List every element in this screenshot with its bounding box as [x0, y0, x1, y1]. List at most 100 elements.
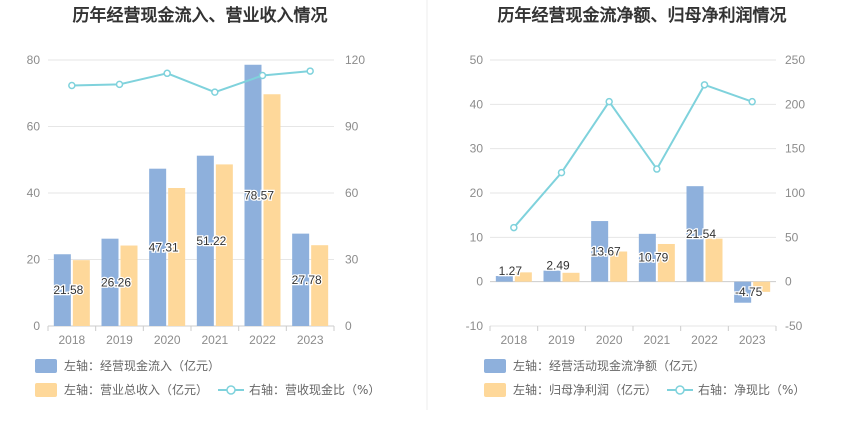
legend-swatch	[484, 383, 506, 397]
line-point	[306, 67, 314, 75]
bar-series-2	[562, 272, 580, 282]
right-axis-tick: 200	[785, 97, 805, 111]
bar-series-1	[101, 238, 119, 326]
line-point	[605, 97, 613, 106]
chart-title: 历年经营现金流净额、归母净利润情况	[498, 5, 787, 26]
data-label: 27.78	[292, 273, 322, 287]
data-label: 78.57	[244, 188, 274, 202]
bar-series-2	[120, 245, 138, 326]
data-label: 2.49	[546, 259, 570, 273]
right-axis-tick: 30	[345, 253, 359, 267]
line-point	[211, 88, 219, 96]
data-label: 13.67	[591, 244, 621, 258]
bar-series-2	[215, 164, 233, 326]
x-axis-tick: 2019	[106, 333, 133, 347]
left-axis-tick: 60	[27, 120, 41, 134]
line-point	[557, 168, 566, 177]
x-axis-tick: 2019	[548, 333, 575, 347]
right-axis-tick: 0	[345, 319, 352, 333]
bar-series-2	[263, 94, 281, 326]
data-label: 21.58	[53, 283, 83, 297]
line-series	[71, 70, 311, 94]
bar-series-1	[638, 233, 656, 282]
left-axis-tick: 80	[27, 53, 41, 67]
bar-series-2	[705, 238, 723, 282]
left-axis-tick: -10	[466, 319, 484, 333]
legend-label: 左轴：经营现金流入（亿元）	[64, 358, 220, 373]
chart-title: 历年经营现金流入、营业收入情况	[73, 5, 328, 26]
data-label: 26.26	[101, 275, 131, 289]
x-axis-tick: 2021	[643, 333, 670, 347]
x-axis-tick: 2023	[739, 333, 766, 347]
data-label: 47.31	[149, 240, 179, 254]
line-point	[700, 81, 709, 89]
data-label: -4.75	[735, 285, 763, 299]
bar-series-2	[168, 188, 186, 326]
right-axis-tick: 250	[785, 53, 805, 67]
bar-series-1	[292, 233, 310, 326]
data-label: 21.54	[686, 227, 716, 241]
line-point	[68, 81, 76, 90]
bar-series-1	[543, 270, 561, 282]
bar-series-2	[72, 260, 90, 326]
left-axis-tick: 20	[27, 253, 41, 267]
bar-series-1	[196, 155, 214, 326]
bar-series-1	[591, 221, 609, 282]
left-axis-tick: 0	[33, 319, 40, 333]
data-label: 51.22	[196, 234, 226, 248]
line-point	[748, 97, 756, 106]
bar-series-1	[149, 168, 167, 326]
legend-label: 右轴：营收现金比（%）	[249, 382, 380, 397]
line-point	[258, 71, 267, 80]
right-axis-tick: 100	[785, 186, 805, 200]
bar-series-1	[244, 64, 262, 326]
right-axis-tick: 60	[345, 186, 359, 200]
bar-series-1	[495, 276, 513, 282]
x-axis-tick: 2021	[201, 333, 228, 347]
left-axis-tick: 10	[470, 230, 484, 244]
legend-swatch	[35, 359, 57, 373]
x-axis-tick: 2020	[154, 333, 181, 347]
right-axis-tick: -50	[785, 319, 803, 333]
legend-label: 左轴：经营活动现金流净额（亿元）	[513, 358, 705, 373]
left-axis-tick: 50	[470, 53, 484, 67]
line-point	[115, 80, 124, 89]
bar-series-1	[686, 186, 704, 282]
data-label: 1.27	[499, 264, 523, 278]
right-axis-tick: 120	[345, 53, 365, 67]
bar-series-2	[753, 281, 771, 292]
line-series	[513, 83, 753, 229]
x-axis-tick: 2022	[249, 333, 276, 347]
bar-series-1	[53, 254, 71, 326]
x-axis-tick: 2018	[58, 333, 85, 347]
bar-series-1	[734, 281, 752, 303]
x-axis-tick: 2023	[297, 333, 324, 347]
bar-series-2	[610, 251, 628, 282]
line-point	[653, 165, 661, 173]
right-axis-tick: 90	[345, 120, 359, 134]
x-axis-tick: 2018	[500, 333, 527, 347]
x-axis-tick: 2022	[691, 333, 718, 347]
chart-cash-inflow-revenue: 历年经营现金流入、营业收入情况 0 20 40 60 80 0 30 60 90 120 2018 20…	[27, 5, 380, 397]
bar-series-2	[514, 272, 532, 282]
x-axis-tick: 2020	[596, 333, 623, 347]
right-axis-tick: 150	[785, 142, 805, 156]
legend-swatch	[35, 383, 57, 397]
legend-swatch	[484, 359, 506, 373]
legend-label: 左轴：归母净利润（亿元）	[513, 382, 657, 397]
data-label: 10.79	[638, 251, 668, 265]
right-axis-tick: 50	[785, 230, 799, 244]
line-point	[163, 69, 171, 78]
left-axis-tick: 0	[476, 275, 483, 289]
bar-series-2	[311, 245, 329, 326]
left-axis-tick: 40	[470, 97, 484, 111]
legend-label: 左轴：营业总收入（亿元）	[64, 382, 208, 397]
legend-swatch-point	[675, 385, 685, 395]
left-axis-tick: 30	[470, 142, 484, 156]
left-axis-tick: 40	[27, 186, 41, 200]
legend-label: 右轴：净现比（%）	[698, 382, 805, 397]
line-point	[510, 223, 518, 232]
chart-net-cashflow-profit: 历年经营现金流净额、归母净利润情况 -10 0 10 20 30 40 50 -50 0 50 100…	[466, 5, 805, 397]
left-axis-tick: 20	[470, 186, 484, 200]
